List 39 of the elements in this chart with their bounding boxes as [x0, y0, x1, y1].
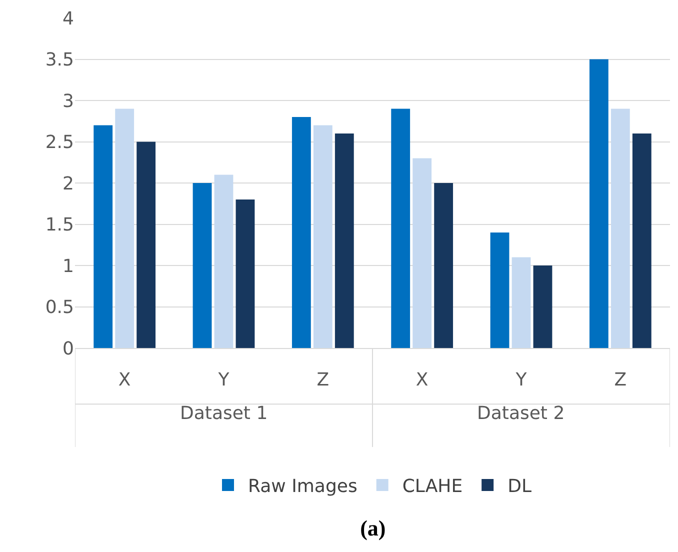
bar [94, 125, 113, 348]
bar [632, 134, 652, 348]
x-tick-label: Y [217, 370, 230, 391]
bar [412, 158, 432, 348]
bar [490, 232, 510, 348]
bar [434, 183, 454, 348]
x-tick-label: Y [514, 370, 528, 391]
y-tick-label: 0 [62, 338, 74, 360]
legend-label: CLAHE [402, 476, 463, 498]
x-tick-label: Z [316, 370, 330, 391]
bar [313, 125, 332, 348]
legend-label: Raw Images [248, 476, 358, 498]
x-tick-label: Z [614, 370, 627, 391]
bar [214, 174, 234, 348]
text: (a) [360, 515, 386, 540]
y-tick-label: 1.5 [45, 214, 74, 236]
text: Dataset 1 [180, 403, 268, 424]
y-tick-label: 4 [62, 8, 74, 30]
bar [334, 134, 354, 348]
bar [115, 108, 134, 348]
y-tick-label: 1 [62, 256, 74, 277]
y-tick-label: 2 [62, 173, 74, 194]
bar [610, 108, 630, 348]
bar [533, 266, 552, 348]
bar [589, 59, 608, 348]
bar [512, 257, 531, 348]
y-tick-label: 3.5 [45, 50, 74, 71]
x-tick-label: X [416, 370, 428, 391]
y-tick-label: 0.5 [45, 297, 74, 318]
bar [236, 200, 255, 348]
text: Dataset 2 [477, 403, 565, 424]
bar [192, 183, 212, 348]
bar [292, 117, 311, 348]
bar [391, 108, 410, 348]
y-tick-label: 3 [62, 90, 74, 112]
legend-label: DL [508, 476, 532, 498]
x-tick-label: X [118, 370, 131, 391]
bar [136, 142, 156, 348]
y-tick-label: 2.5 [45, 132, 74, 154]
